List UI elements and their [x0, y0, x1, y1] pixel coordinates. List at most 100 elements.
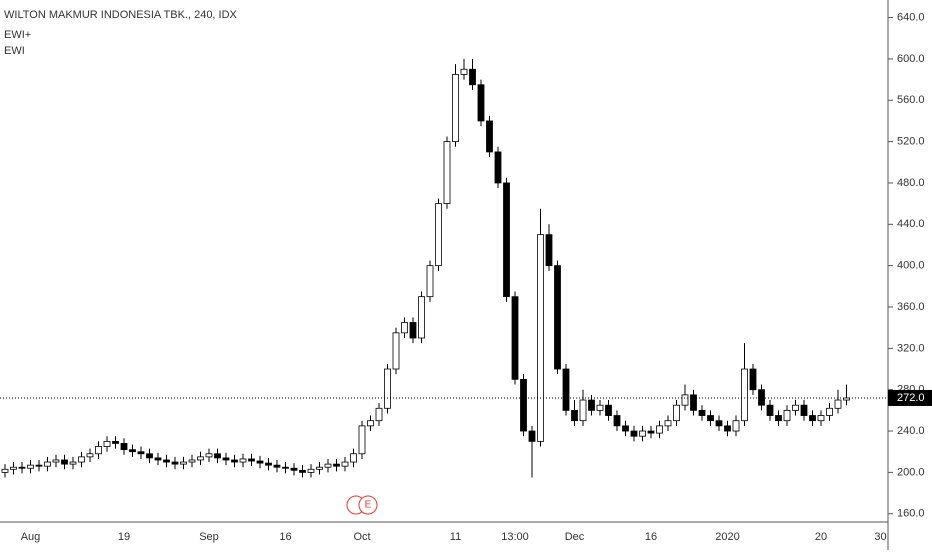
candle-body: [460, 68, 468, 75]
candle-body: [613, 415, 621, 427]
candle-body: [588, 399, 595, 411]
candle-body: [528, 430, 536, 442]
candle-body: [715, 420, 723, 427]
candle-body: [384, 368, 391, 409]
y-tick-label: 200.0: [897, 466, 925, 478]
candle-body: [834, 399, 842, 409]
y-tick-label: 400.0: [897, 260, 925, 272]
candle-body: [520, 378, 527, 432]
candle-body: [61, 459, 68, 465]
candle-body: [35, 464, 43, 467]
x-tick-label: Sep: [199, 531, 219, 543]
candle-body: [146, 453, 153, 459]
candle-body: [367, 420, 374, 427]
candle-body: [358, 425, 366, 455]
candle-body: [426, 265, 434, 298]
candle-body: [656, 425, 663, 434]
candle-body: [197, 456, 204, 461]
candle-body: [503, 182, 510, 298]
candle-body: [290, 467, 298, 471]
x-tick-label: 16: [279, 531, 291, 543]
candle-body: [282, 466, 289, 469]
y-tick-label: 320.0: [897, 342, 925, 354]
candle-body: [792, 404, 799, 411]
candle-body: [95, 446, 102, 455]
candle-body: [418, 296, 425, 339]
candle-body: [180, 461, 187, 465]
candle-body: [52, 459, 60, 463]
candle-body: [732, 420, 740, 432]
candle-body: [826, 407, 833, 416]
candle-body: [78, 456, 85, 463]
candle-body: [392, 332, 400, 370]
candle-body: [239, 458, 247, 463]
candle-body: [401, 322, 408, 334]
candle-body: [554, 265, 561, 370]
indicator-label: EWI+: [4, 29, 31, 41]
candle-body: [707, 415, 714, 422]
x-tick-label: 19: [118, 531, 130, 543]
candle-body: [443, 141, 451, 205]
candle-body: [766, 404, 774, 416]
candle-body: [469, 68, 476, 86]
candle-body: [749, 368, 757, 391]
candle-body: [27, 464, 34, 469]
y-tick-label: 480.0: [897, 177, 925, 189]
x-tick-label: 2020: [715, 531, 739, 543]
y-tick-label: 520.0: [897, 136, 925, 148]
indicator-label: EWI: [4, 45, 25, 57]
candle-body: [188, 459, 196, 463]
event-label[interactable]: E: [365, 500, 372, 511]
candle-body: [741, 368, 748, 422]
y-tick-label: 440.0: [897, 218, 925, 230]
candle-body: [783, 409, 791, 422]
candle-body: [307, 468, 315, 473]
candle-body: [817, 415, 825, 422]
candle-body: [333, 463, 340, 467]
last-price-box: [888, 389, 932, 406]
candle-body: [375, 407, 383, 422]
candle-body: [350, 453, 357, 463]
candle-body: [44, 461, 51, 467]
x-tick-label: 20: [815, 531, 827, 543]
candle-body: [511, 296, 519, 380]
candle-body: [248, 458, 255, 462]
candle-body: [299, 469, 306, 473]
x-tick-label: 30: [874, 531, 886, 543]
candle-body: [452, 74, 459, 143]
candle-body: [273, 464, 281, 468]
event-circle[interactable]: [358, 495, 378, 515]
x-tick-label: 16: [645, 531, 657, 543]
candle-body: [86, 453, 94, 458]
candle-body: [639, 430, 646, 437]
candle-body: [724, 425, 731, 432]
candle-body: [477, 84, 485, 122]
candle-body: [809, 415, 816, 422]
x-tick-label: 11: [450, 531, 461, 543]
candle-body: [758, 389, 765, 406]
y-tick-label: 600.0: [897, 53, 925, 65]
candle-body: [579, 399, 587, 422]
candle-body: [129, 449, 136, 453]
candle-body: [690, 394, 697, 411]
y-tick-label: 240.0: [897, 425, 925, 437]
candle-body: [222, 457, 230, 461]
candle-body: [18, 466, 26, 469]
x-tick-label: 13:00: [501, 531, 529, 543]
candle-body: [103, 440, 111, 447]
y-tick-label: 360.0: [897, 301, 925, 313]
candle-body: [324, 463, 332, 468]
candle-body: [571, 409, 578, 422]
x-tick-label: Aug: [21, 531, 41, 543]
candle-body: [562, 368, 570, 411]
x-tick-label: Oct: [353, 531, 370, 543]
candle-body: [800, 404, 808, 416]
candle-body: [494, 151, 502, 184]
candle-body: [681, 394, 689, 406]
candle-body: [605, 404, 612, 416]
candle-body: [112, 440, 119, 444]
candle-body: [1, 468, 9, 473]
candle-body: [120, 443, 128, 451]
